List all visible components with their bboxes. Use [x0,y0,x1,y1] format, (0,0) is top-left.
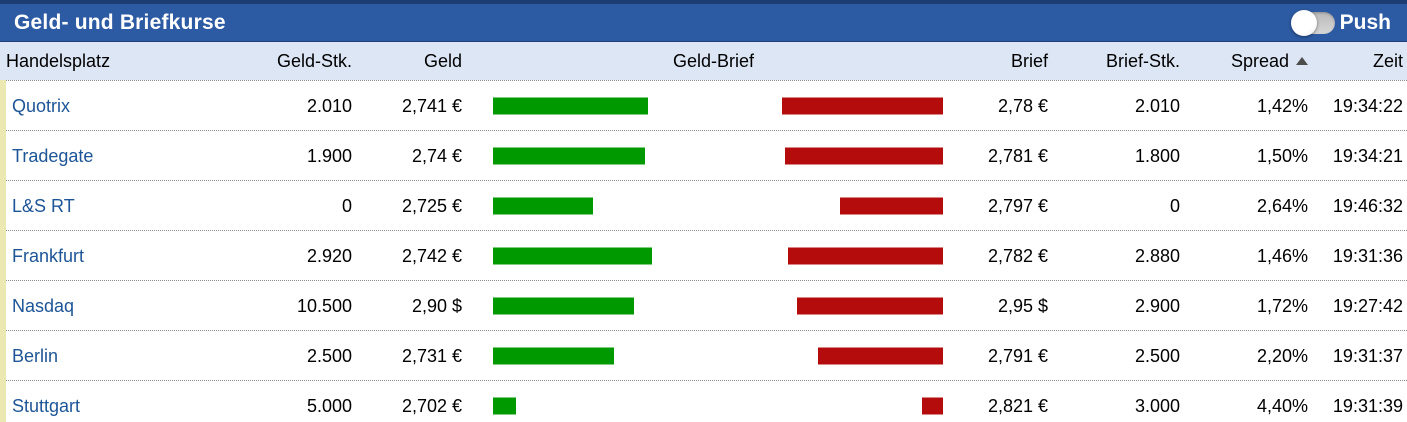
push-toggle-knob [1290,9,1317,36]
brief-value: 2,78 € [997,95,1048,116]
column-header-zeit[interactable]: Zeit [1372,50,1403,71]
column-header-handelsplatz[interactable]: Handelsplatz [6,50,111,71]
bid-bar [493,197,593,215]
column-header-geld-stk[interactable]: Geld-Stk. [276,50,352,71]
column-header-spread-label: Spread [1230,50,1289,71]
table-body: Quotrix 2.010 2,741 € 2,78 € 2.010 1,42%… [0,80,1407,422]
brief-stk-value: 2.010 [1134,95,1180,116]
table-row: Tradegate 1.900 2,74 € 2,781 € 1.800 1,5… [0,130,1407,180]
venue-link[interactable]: Frankfurt [12,245,85,266]
column-header-spread[interactable]: Spread [1202,51,1320,72]
venue-link[interactable]: Nasdaq [12,295,75,316]
venue-link[interactable]: L&S RT [12,195,75,216]
table-row: Quotrix 2.010 2,741 € 2,78 € 2.010 1,42%… [0,80,1407,130]
geld-value: 2,725 € [401,195,462,216]
brief-value: 2,797 € [987,195,1048,216]
geld-brief-bars [462,331,965,381]
left-highlight-stripe [0,80,6,422]
brief-value: 2,781 € [987,145,1048,166]
spread-value: 1,46% [1256,245,1308,266]
geld-brief-bars [462,81,965,131]
bid-bar [493,297,634,315]
table-row: Stuttgart 5.000 2,702 € 2,821 € 3.000 4,… [0,380,1407,422]
push-toggle-label: Push [1339,10,1391,34]
geld-stk-value: 2.920 [306,245,352,266]
spread-value: 2,20% [1256,345,1308,366]
bid-bar [493,97,648,115]
ask-bar [922,397,943,415]
spread-value: 1,72% [1256,295,1308,316]
venue-link[interactable]: Stuttgart [12,395,81,416]
zeit-value: 19:27:42 [1332,295,1403,316]
brief-stk-value: 3.000 [1134,395,1180,416]
column-header-geld-brief[interactable]: Geld-Brief [672,50,755,71]
brief-value: 2,782 € [987,245,1048,266]
spread-value: 2,64% [1256,195,1308,216]
bid-bar [493,147,645,165]
zeit-value: 19:31:37 [1332,345,1403,366]
column-header-brief-stk[interactable]: Brief-Stk. [1105,50,1180,71]
ask-bar [785,147,943,165]
geld-brief-bars [462,131,965,181]
zeit-value: 19:31:36 [1332,245,1403,266]
push-toggle-group: Push [1290,9,1391,36]
table-row: L&S RT 0 2,725 € 2,797 € 0 2,64% 19:46:3… [0,180,1407,230]
brief-value: 2,821 € [987,395,1048,416]
geld-value: 2,731 € [401,345,462,366]
brief-stk-value: 2.900 [1134,295,1180,316]
column-header-brief[interactable]: Brief [1010,50,1048,71]
geld-stk-value: 1.900 [306,145,352,166]
column-header-geld[interactable]: Geld [423,50,462,71]
geld-brief-bars [462,231,965,281]
table-row: Nasdaq 10.500 2,90 $ 2,95 $ 2.900 1,72% … [0,280,1407,330]
ask-bar [818,347,943,365]
brief-value: 2,95 $ [997,295,1048,316]
geld-stk-value: 0 [341,195,352,216]
ask-bar [840,197,943,215]
geld-value: 2,90 $ [411,295,462,316]
venue-link[interactable]: Quotrix [12,95,71,116]
ask-bar [782,97,943,115]
venue-link[interactable]: Tradegate [12,145,94,166]
geld-value: 2,741 € [401,95,462,116]
ask-bar [788,247,943,265]
ask-bar [797,297,943,315]
push-toggle[interactable] [1290,9,1335,36]
table-header-row: Handelsplatz Geld-Stk. Geld Geld-Brief B… [0,42,1407,80]
brief-stk-value: 0 [1169,195,1180,216]
geld-brief-bars [462,381,965,422]
geld-value: 2,702 € [401,395,462,416]
spread-value: 1,42% [1256,95,1308,116]
brief-value: 2,791 € [987,345,1048,366]
table-row: Berlin 2.500 2,731 € 2,791 € 2.500 2,20%… [0,330,1407,380]
table-row: Frankfurt 2.920 2,742 € 2,782 € 2.880 1,… [0,230,1407,280]
geld-value: 2,74 € [411,145,462,166]
sort-ascending-icon [1296,57,1308,65]
spread-value: 1,50% [1256,145,1308,166]
geld-stk-value: 2.010 [306,95,352,116]
geld-brief-bars [462,281,965,331]
brief-stk-value: 2.880 [1134,245,1180,266]
brief-stk-value: 1.800 [1134,145,1180,166]
geld-value: 2,742 € [401,245,462,266]
zeit-value: 19:34:22 [1332,95,1403,116]
geld-stk-value: 10.500 [296,295,352,316]
zeit-value: 19:31:39 [1332,395,1403,416]
geld-brief-bars [462,181,965,231]
brief-stk-value: 2.500 [1134,345,1180,366]
geld-stk-value: 2.500 [306,345,352,366]
zeit-value: 19:46:32 [1332,195,1403,216]
title-bar: Geld- und Briefkurse Push [0,0,1407,42]
venue-link[interactable]: Berlin [12,345,59,366]
bid-bar [493,397,516,415]
zeit-value: 19:34:21 [1332,145,1403,166]
widget-title: Geld- und Briefkurse [14,10,226,34]
geld-stk-value: 5.000 [306,395,352,416]
bid-bar [493,247,652,265]
bid-bar [493,347,614,365]
spread-value: 4,40% [1256,395,1308,416]
